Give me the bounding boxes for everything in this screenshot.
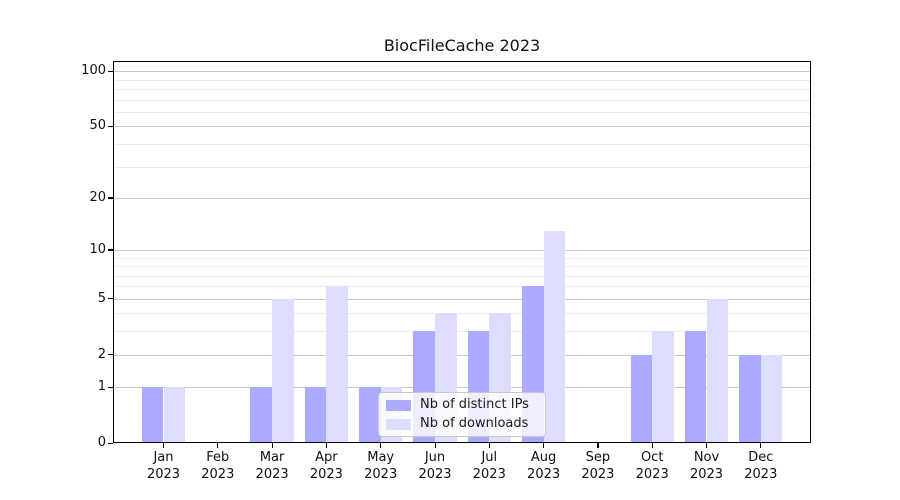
legend-item-downloads: Nb of downloads: [386, 417, 545, 431]
gridlines-layer: [113, 61, 811, 443]
x-tick-mark: [271, 443, 273, 448]
x-tick-label: Sep 2023: [581, 450, 615, 482]
major-gridline: [113, 126, 811, 128]
minor-gridline: [113, 266, 811, 268]
minor-gridline: [113, 99, 811, 101]
major-gridline: [113, 71, 811, 73]
bar-downloads: [652, 331, 674, 443]
bar-distinct-ips: [304, 387, 327, 443]
major-gridline: [113, 354, 811, 356]
x-tick-label: Mar 2023: [255, 450, 289, 482]
y-tick-label: 50: [89, 118, 106, 134]
major-gridline: [113, 298, 811, 300]
bar-downloads: [326, 286, 349, 443]
y-tick-label: 1: [97, 379, 106, 395]
x-tick-mark: [543, 443, 545, 448]
y-tick-label: 0: [97, 435, 106, 450]
bar-downloads: [163, 387, 186, 443]
legend-label-downloads: Nb of downloads: [420, 416, 529, 431]
y-tick-mark: [108, 70, 113, 73]
x-tick-mark: [434, 443, 436, 448]
minor-gridline: [113, 143, 811, 145]
legend-label-distinct-ips: Nb of distinct IPs: [420, 397, 529, 412]
major-gridline: [113, 387, 811, 389]
y-tick-label: 10: [89, 241, 106, 257]
y-tick-label: 2: [97, 346, 106, 362]
major-gridline: [113, 249, 811, 251]
chart-title: BiocFileCache 2023: [383, 36, 541, 55]
bar-distinct-ips: [684, 331, 707, 443]
x-tick-mark: [217, 443, 219, 448]
minor-gridline: [113, 79, 811, 81]
bar-downloads: [760, 354, 783, 443]
bar-downloads: [272, 298, 294, 443]
minor-gridline: [113, 89, 811, 91]
y-tick-mark: [108, 442, 113, 444]
minor-gridline: [113, 166, 811, 168]
x-tick-label: Jan 2023: [146, 450, 181, 482]
x-tick-label: Oct 2023: [635, 450, 669, 482]
y-tick-label: 5: [97, 290, 106, 306]
minor-gridline: [113, 111, 811, 113]
legend: Nb of distinct IPs Nb of downloads: [378, 392, 546, 437]
x-tick-mark: [760, 443, 762, 448]
y-tick-label: 20: [89, 189, 106, 205]
y-tick-mark: [108, 386, 113, 388]
bar-downloads: [706, 298, 729, 443]
x-tick-mark: [706, 443, 708, 448]
x-tick-label: Jul 2023: [472, 450, 506, 482]
x-tick-label: Feb 2023: [201, 450, 235, 482]
x-tick-label: Nov 2023: [689, 450, 724, 482]
x-tick-label: Dec 2023: [744, 450, 778, 482]
x-tick-label: Jun 2023: [418, 450, 452, 482]
bar-downloads: [543, 230, 566, 443]
legend-swatch-downloads: [386, 418, 411, 430]
bar-distinct-ips: [141, 387, 164, 443]
y-tick-mark: [108, 249, 113, 251]
y-tick-mark: [108, 298, 113, 300]
y-tick-label: 100: [81, 63, 106, 79]
x-tick-label: Apr 2023: [309, 450, 343, 482]
minor-gridline: [113, 275, 811, 277]
y-tick-mark: [108, 197, 113, 199]
minor-gridline: [113, 331, 811, 333]
x-tick-label: Aug 2023: [527, 450, 561, 482]
x-tick-mark: [597, 443, 599, 448]
minor-gridline: [113, 286, 811, 288]
legend-swatch-distinct-ips: [386, 399, 411, 411]
x-tick-mark: [325, 443, 328, 448]
minor-gridline: [113, 313, 811, 315]
y-tick-mark: [108, 125, 113, 128]
x-tick-mark: [651, 443, 653, 448]
x-tick-mark: [163, 443, 165, 448]
x-tick-label: May 2023: [364, 450, 398, 482]
plot-area: [113, 61, 811, 443]
bar-distinct-ips: [739, 354, 761, 443]
minor-gridline: [113, 257, 811, 259]
major-gridline: [113, 197, 811, 199]
x-tick-mark: [380, 443, 382, 448]
y-tick-mark: [108, 354, 113, 356]
bar-distinct-ips: [359, 387, 381, 443]
bar-distinct-ips: [250, 387, 273, 443]
bars-layer: [113, 61, 811, 443]
x-tick-mark: [488, 443, 490, 448]
bar-distinct-ips: [630, 354, 653, 443]
legend-item-distinct-ips: Nb of distinct IPs: [386, 398, 545, 412]
